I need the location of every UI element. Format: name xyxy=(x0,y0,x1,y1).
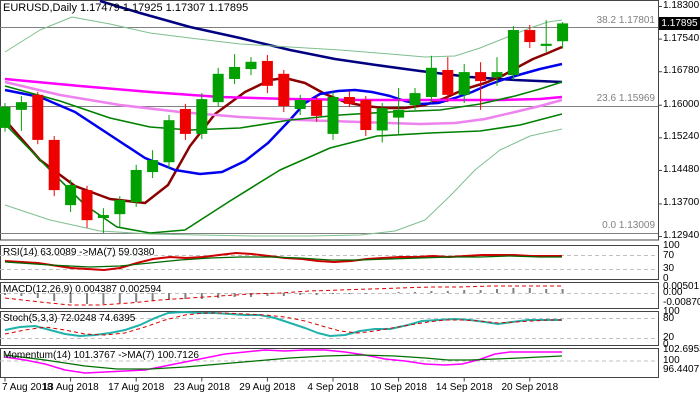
date-axis-label: 29 Aug 2018 xyxy=(239,382,296,393)
stoch-panel-label: Stoch(5,3,3) 72.0248 74.6395 xyxy=(3,313,136,324)
price-axis-label: 1.13700 xyxy=(663,197,700,208)
candle-body xyxy=(147,160,159,173)
rsi-axis-label: 100 xyxy=(663,240,680,251)
momentum-panel-label: Momentum(14) 101.3767 ->MA(7) 100.7126 xyxy=(3,350,199,361)
date-axis-label: 7 Aug 2018 xyxy=(2,382,53,393)
date-axis-label: 17 Aug 2018 xyxy=(108,382,165,393)
candle-body xyxy=(311,99,323,116)
ma-flat-magenta xyxy=(4,77,563,102)
price-axis-label: 1.17540 xyxy=(663,33,700,44)
chart-title-overlay: EURUSD,Daily 1.17479 1.17925 1.17307 1.1… xyxy=(3,2,249,14)
envelope-upper-pale xyxy=(4,16,563,58)
band-upper-green xyxy=(4,81,563,131)
candle-body xyxy=(179,109,191,134)
candle-body xyxy=(130,169,142,203)
date-axis-label: 4 Sep 2018 xyxy=(307,382,359,393)
candle-body xyxy=(327,96,339,134)
candle-body xyxy=(97,215,109,219)
candle-body xyxy=(278,73,290,107)
candle-body xyxy=(212,73,224,103)
candle-body xyxy=(557,23,569,42)
candle-body xyxy=(442,69,454,95)
price-axis-label: 1.12940 xyxy=(663,230,700,241)
price-axis-label: 1.15240 xyxy=(663,131,700,142)
candle-body xyxy=(343,96,355,104)
panel-border-3 xyxy=(0,311,659,346)
candle-body xyxy=(15,102,27,110)
fib-38-2-label: 38.2 1.17801 xyxy=(596,15,655,26)
candle-body xyxy=(261,60,273,86)
candle-body xyxy=(360,99,372,131)
candle-body xyxy=(114,199,126,215)
rsi-axis-label: 30 xyxy=(663,263,675,274)
macd-axis-label: 0.00501 xyxy=(663,281,700,292)
date-axis-label: 14 Sep 2018 xyxy=(435,382,493,393)
candle-body xyxy=(196,99,208,134)
date-axis-label: 23 Aug 2018 xyxy=(173,382,230,393)
rsi-axis-label: 0 xyxy=(663,273,669,284)
ma-flat-violet xyxy=(4,80,563,126)
candle-body xyxy=(65,184,77,206)
momentum-axis-label: 102.6953 xyxy=(663,344,700,355)
candle-body xyxy=(81,190,93,221)
date-axis-label: 10 Sep 2018 xyxy=(370,382,427,393)
envelope-lower-pale xyxy=(4,128,563,237)
panel-border-2 xyxy=(0,282,659,309)
momentum-axis-label: 96.4407 xyxy=(663,364,700,375)
fib-23-6-label: 23.6 1.15969 xyxy=(596,93,655,104)
candle-body xyxy=(376,108,388,131)
rsi-ma-line xyxy=(4,255,562,268)
stoch-axis-label: 0 xyxy=(663,339,669,350)
candle-body xyxy=(425,67,437,97)
date-axis-label: 13 Aug 2018 xyxy=(42,382,99,393)
price-axis-label: 1.14480 xyxy=(663,164,700,175)
candle-body xyxy=(409,93,421,106)
price-axis-label: 1.18300 xyxy=(663,0,700,11)
candle-body xyxy=(163,120,175,163)
candle-body xyxy=(245,61,257,70)
momentum-axis-label: 100 xyxy=(663,355,680,366)
rsi-panel-label: RSI(14) 63.0089 ->MA(7) 59.0380 xyxy=(3,247,155,258)
current-price-badge: 1.17895 xyxy=(659,17,700,30)
candle-body xyxy=(32,94,44,140)
candle-body xyxy=(540,43,552,46)
panel-border-4 xyxy=(0,348,659,378)
price-axis-label: 1.16000 xyxy=(663,99,700,110)
rsi-axis-label: 70 xyxy=(663,250,675,261)
candle-body xyxy=(294,99,306,110)
rsi-line xyxy=(4,252,562,271)
candle-body xyxy=(393,109,405,118)
stoch-axis-label: 80 xyxy=(663,313,675,324)
macd-panel-label: MACD(12,26,9) 0.004387 0.002594 xyxy=(3,284,162,295)
stoch-axis-label: 100 xyxy=(663,306,680,317)
fib-0-0-label: 0.0 1.13009 xyxy=(602,220,655,231)
stoch-axis-label: 20 xyxy=(663,332,675,343)
macd-signal-line xyxy=(4,285,562,306)
date-axis-label: 20 Sep 2018 xyxy=(501,382,559,393)
candle-body xyxy=(491,72,503,78)
candle-body xyxy=(0,106,11,128)
candle-body xyxy=(458,72,470,95)
candle-body xyxy=(48,139,60,191)
candle-body xyxy=(524,30,536,43)
panel-border-1 xyxy=(0,245,659,280)
macd-axis-label: 0.00 xyxy=(663,287,683,298)
momentum-ma-line xyxy=(4,354,563,370)
price-axis-label: 1.16780 xyxy=(663,65,700,76)
stoch-signal-line xyxy=(4,312,562,336)
candle-body xyxy=(507,30,519,76)
candle-body xyxy=(229,66,241,79)
candle-body xyxy=(475,72,487,82)
